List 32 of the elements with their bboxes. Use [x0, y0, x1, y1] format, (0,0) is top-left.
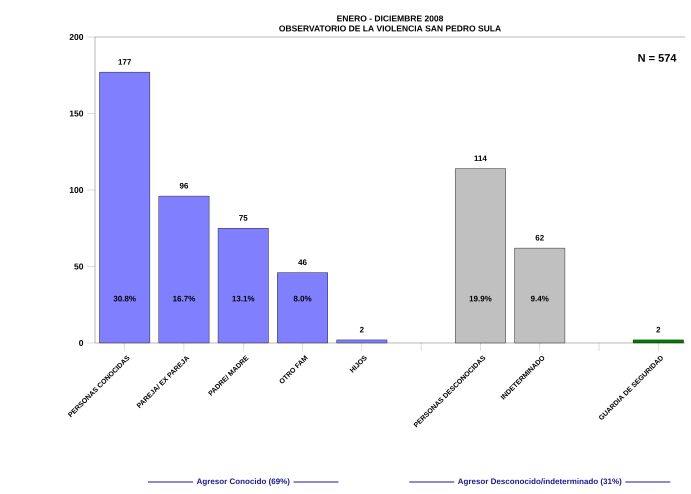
text: Agresor Desconocido/indeterminado (31%)	[458, 478, 622, 486]
annotation: 13.1%	[232, 296, 254, 302]
chart-subtitle: OBSERVATORIO DE LA VIOLENCIA SAN PEDRO SULA	[279, 25, 501, 32]
data-label: 114	[474, 156, 487, 162]
annotation: 9.4%	[530, 296, 549, 302]
text: Agresor Conocido (69%)	[196, 478, 290, 486]
y-tick-label: 150	[70, 110, 84, 116]
bar	[218, 228, 269, 344]
bar	[514, 248, 566, 344]
annotation: N = 574	[638, 54, 676, 62]
annotation: 8.0%	[294, 296, 312, 302]
bar	[277, 272, 328, 344]
chart-title: ENERO - DICIEMBRE 2008	[337, 15, 444, 22]
y-tick-label: 100	[70, 186, 84, 193]
annotation: 19.9%	[470, 296, 492, 302]
data-label: 75	[239, 215, 248, 221]
data-label: 62	[536, 234, 544, 241]
bar	[632, 340, 684, 344]
annotation: 30.8%	[114, 296, 136, 302]
data-label: 177	[118, 59, 131, 65]
y-tick-label: 0	[79, 340, 84, 346]
annotation: 16.7%	[173, 296, 196, 302]
y-tick-label: 50	[74, 263, 84, 270]
data-label: 96	[180, 182, 188, 189]
data-label: 46	[298, 259, 307, 266]
bar	[336, 340, 388, 344]
bar	[455, 168, 506, 344]
data-label: 2	[360, 326, 364, 332]
bar	[99, 72, 150, 344]
y-tick-label: 200	[70, 34, 84, 40]
bar	[158, 196, 210, 344]
data-label: 2	[656, 326, 660, 332]
